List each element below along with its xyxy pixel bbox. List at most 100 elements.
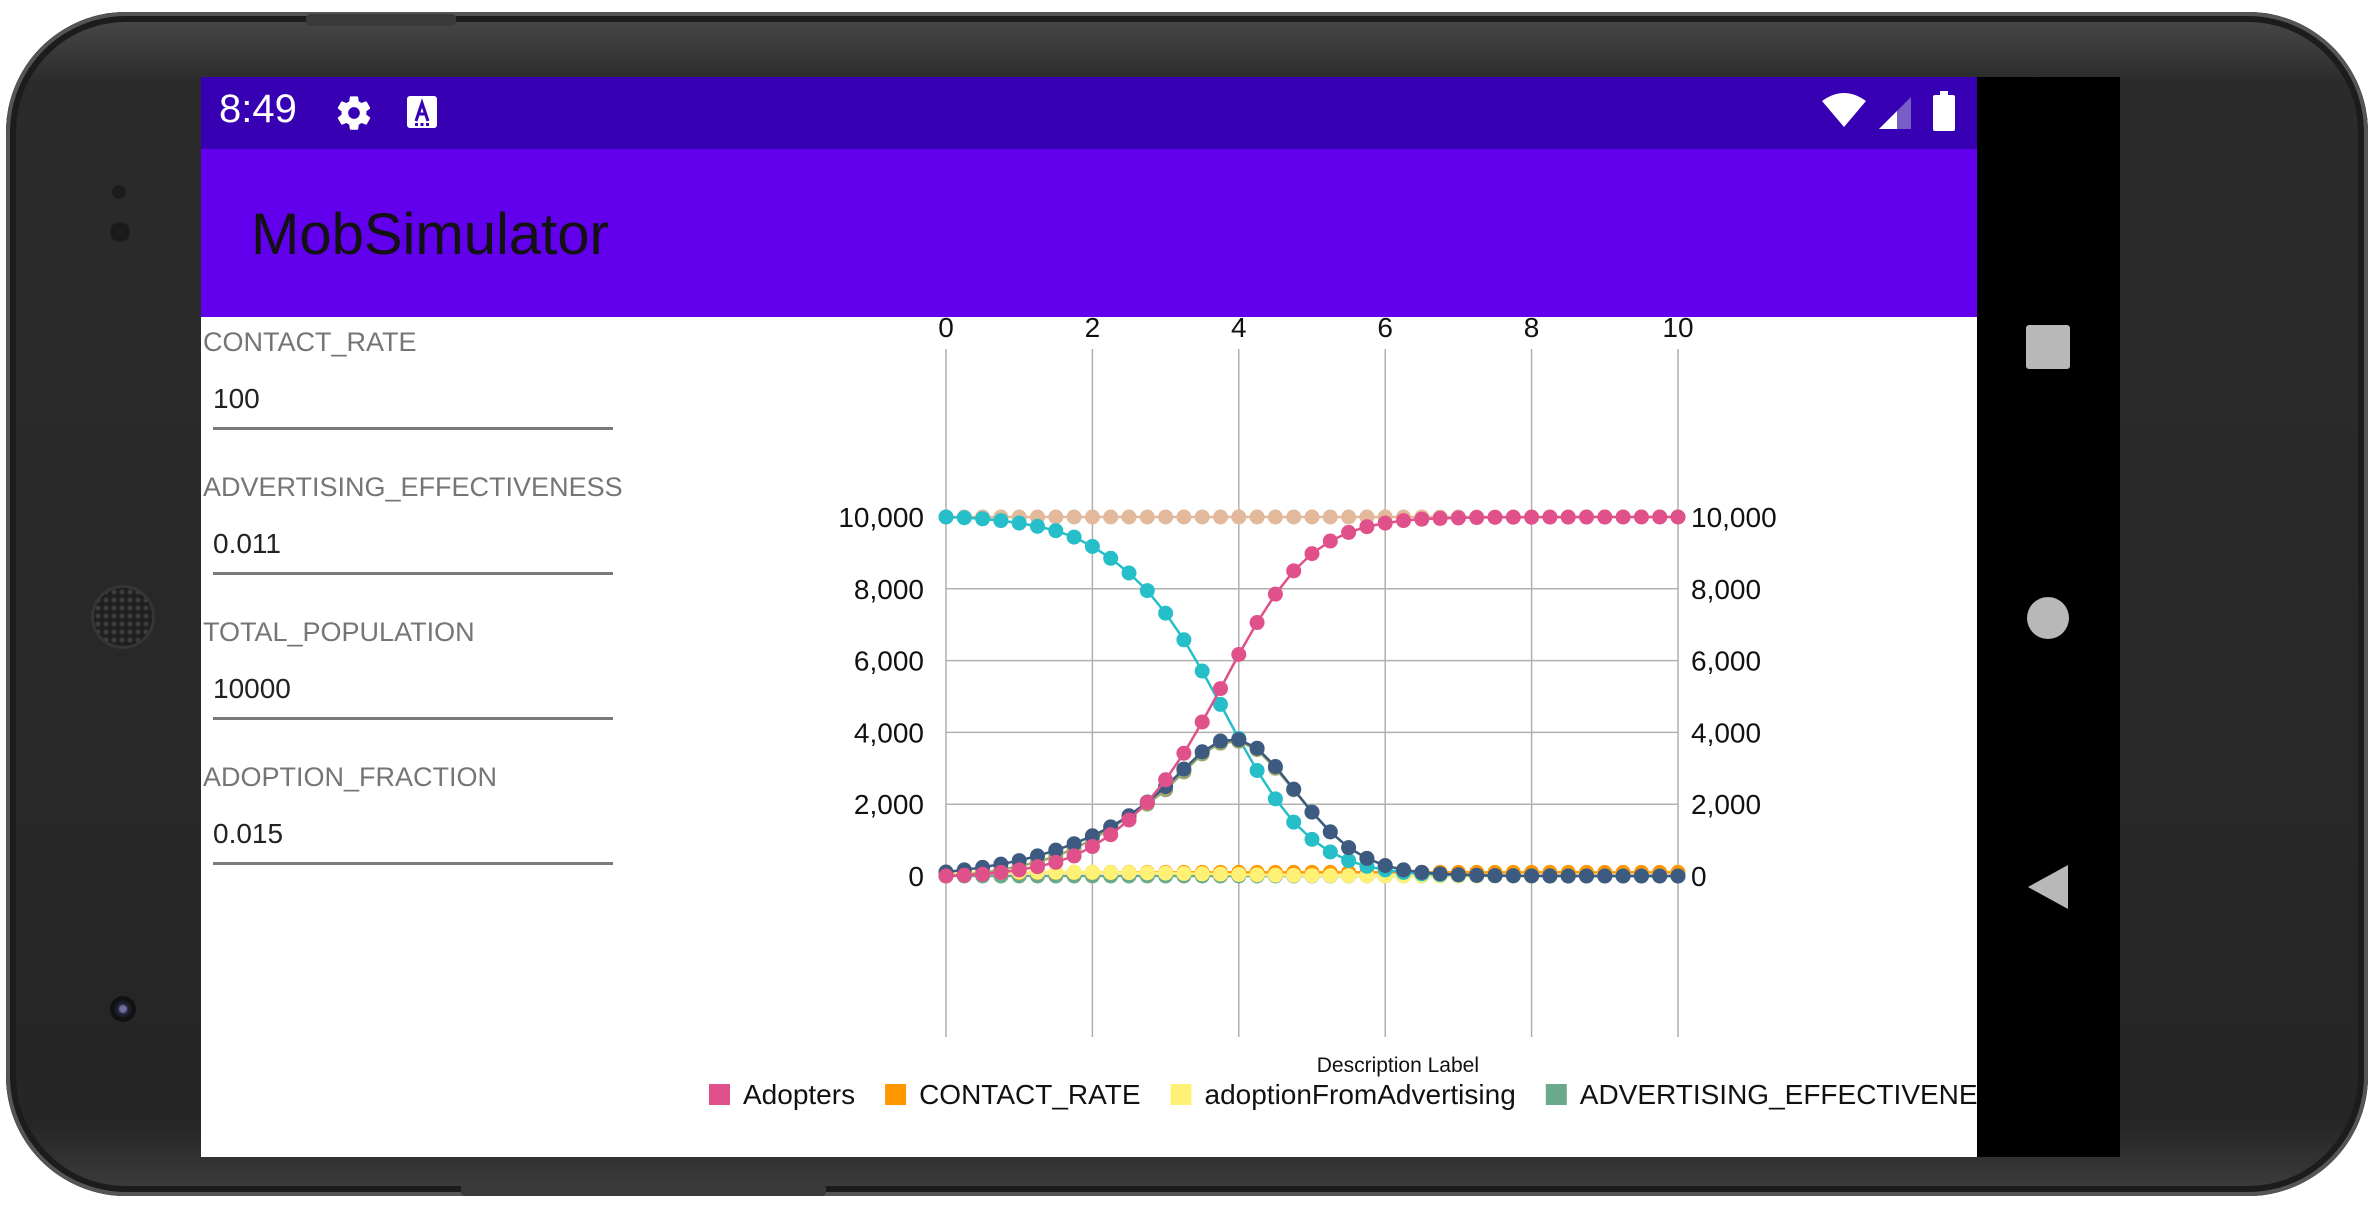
field-label-adoption-fraction: ADOPTION_FRACTION (203, 762, 498, 792)
data-point (1213, 866, 1228, 882)
sensor-dot (112, 185, 126, 199)
data-point (1030, 859, 1045, 875)
data-point (1011, 862, 1027, 878)
data-point (1084, 839, 1100, 855)
data-point (1505, 509, 1521, 525)
data-point (1084, 828, 1100, 844)
legend-item: CONTACT_RATE (885, 1079, 1141, 1110)
phone-frame: 8:49 MobSimulator (6, 12, 2368, 1196)
data-point (1084, 509, 1100, 525)
data-point (1450, 510, 1466, 526)
x-tick-label: 6 (1377, 317, 1393, 343)
data-point (1121, 812, 1137, 828)
data-point (1524, 509, 1540, 525)
data-point (1139, 794, 1155, 810)
status-bar: 8:49 (201, 77, 1977, 149)
data-point (1304, 804, 1320, 820)
data-point (1341, 509, 1357, 525)
data-point (1194, 663, 1210, 679)
data-point (1304, 868, 1320, 884)
data-point (1267, 791, 1283, 807)
data-point (1542, 509, 1558, 525)
legend-item: Adopters (709, 1079, 855, 1110)
data-point (1304, 509, 1320, 525)
data-point (1066, 864, 1082, 880)
data-point (1194, 509, 1210, 525)
legend-swatch (1170, 1084, 1192, 1105)
data-point (1103, 827, 1119, 843)
data-point (1322, 509, 1338, 525)
legend-swatch (709, 1084, 730, 1105)
data-point (1103, 864, 1119, 880)
field-label-total-population: TOTAL_POPULATION (203, 617, 475, 647)
adoption-fraction-input[interactable] (213, 812, 613, 865)
series-adopters (938, 509, 1686, 884)
contact-rate-input[interactable] (213, 377, 613, 430)
x-tick-label: 10 (1662, 317, 1693, 343)
data-point (1377, 515, 1393, 531)
data-point (1267, 509, 1283, 525)
data-point (1341, 868, 1357, 884)
legend-swatch (885, 1084, 907, 1105)
data-point (1322, 533, 1338, 549)
settings-gear-icon (337, 96, 371, 130)
field-label-advertising-effectiveness: ADVERTISING_EFFECTIVENESS (203, 472, 623, 502)
y-tick-label-right: 8,000 (1691, 574, 1761, 605)
home-circle-icon[interactable] (2027, 597, 2069, 639)
data-point (1249, 509, 1265, 525)
data-point (1487, 868, 1503, 884)
recents-square-icon[interactable] (2026, 325, 2070, 369)
x-tick-labels: 0 2 4 6 8 10 (938, 317, 1693, 343)
speaker-grille (94, 588, 152, 646)
data-point (1194, 866, 1210, 882)
advertising-effectiveness-input[interactable] (213, 522, 613, 575)
data-point (1048, 509, 1064, 525)
cell-signal-icon (1879, 97, 1911, 129)
data-point (1194, 714, 1210, 730)
data-point (1597, 509, 1613, 525)
x-tick-label: 4 (1231, 317, 1247, 343)
wifi-icon (1822, 93, 1866, 127)
data-point (1633, 509, 1649, 525)
legend-label: CONTACT_RATE (919, 1079, 1140, 1110)
data-point (1633, 868, 1649, 884)
data-point (1359, 519, 1375, 535)
data-point (1249, 740, 1265, 756)
data-point (1579, 868, 1594, 884)
data-point (1158, 605, 1174, 621)
screen: 8:49 MobSimulator (201, 77, 2120, 1157)
data-point (1652, 868, 1668, 884)
y-tick-label-right: 0 (1691, 861, 1707, 892)
data-point (1286, 867, 1302, 883)
data-point (1579, 509, 1594, 525)
back-triangle-icon[interactable] (2026, 863, 2070, 911)
data-point (1176, 632, 1192, 648)
data-point (1615, 868, 1631, 884)
accessibility-a-icon (407, 96, 437, 128)
data-point (1414, 511, 1430, 527)
data-point (1286, 781, 1302, 797)
y-tick-label-right: 2,000 (1691, 789, 1761, 820)
data-point (1286, 563, 1302, 579)
data-point (1048, 842, 1064, 858)
data-point (1176, 509, 1192, 525)
data-point (1286, 814, 1302, 830)
data-point (1139, 583, 1155, 599)
data-point (1066, 848, 1082, 864)
data-point (1341, 524, 1357, 540)
y-tick-labels-left: 0 2,000 4,000 6,000 8,000 10,000 (838, 502, 924, 892)
data-point (1304, 831, 1320, 847)
data-point (1670, 509, 1686, 525)
y-tick-labels-right: 0 2,000 4,000 6,000 8,000 10,000 (1691, 502, 1777, 892)
data-point (938, 868, 954, 884)
total-population-input[interactable] (213, 667, 613, 720)
data-point (1139, 509, 1155, 525)
data-point (1505, 868, 1521, 884)
y-tick-label-left: 2,000 (854, 789, 924, 820)
simulation-chart[interactable]: 0 2 4 6 8 10 0 2,000 4,000 6,000 8,000 10,000 0 2,0… (641, 317, 1977, 1117)
data-point (1231, 866, 1247, 882)
data-point (956, 510, 972, 526)
data-point (956, 867, 972, 883)
legend-label: Adopters (743, 1079, 855, 1110)
y-tick-label-left: 4,000 (854, 717, 924, 748)
